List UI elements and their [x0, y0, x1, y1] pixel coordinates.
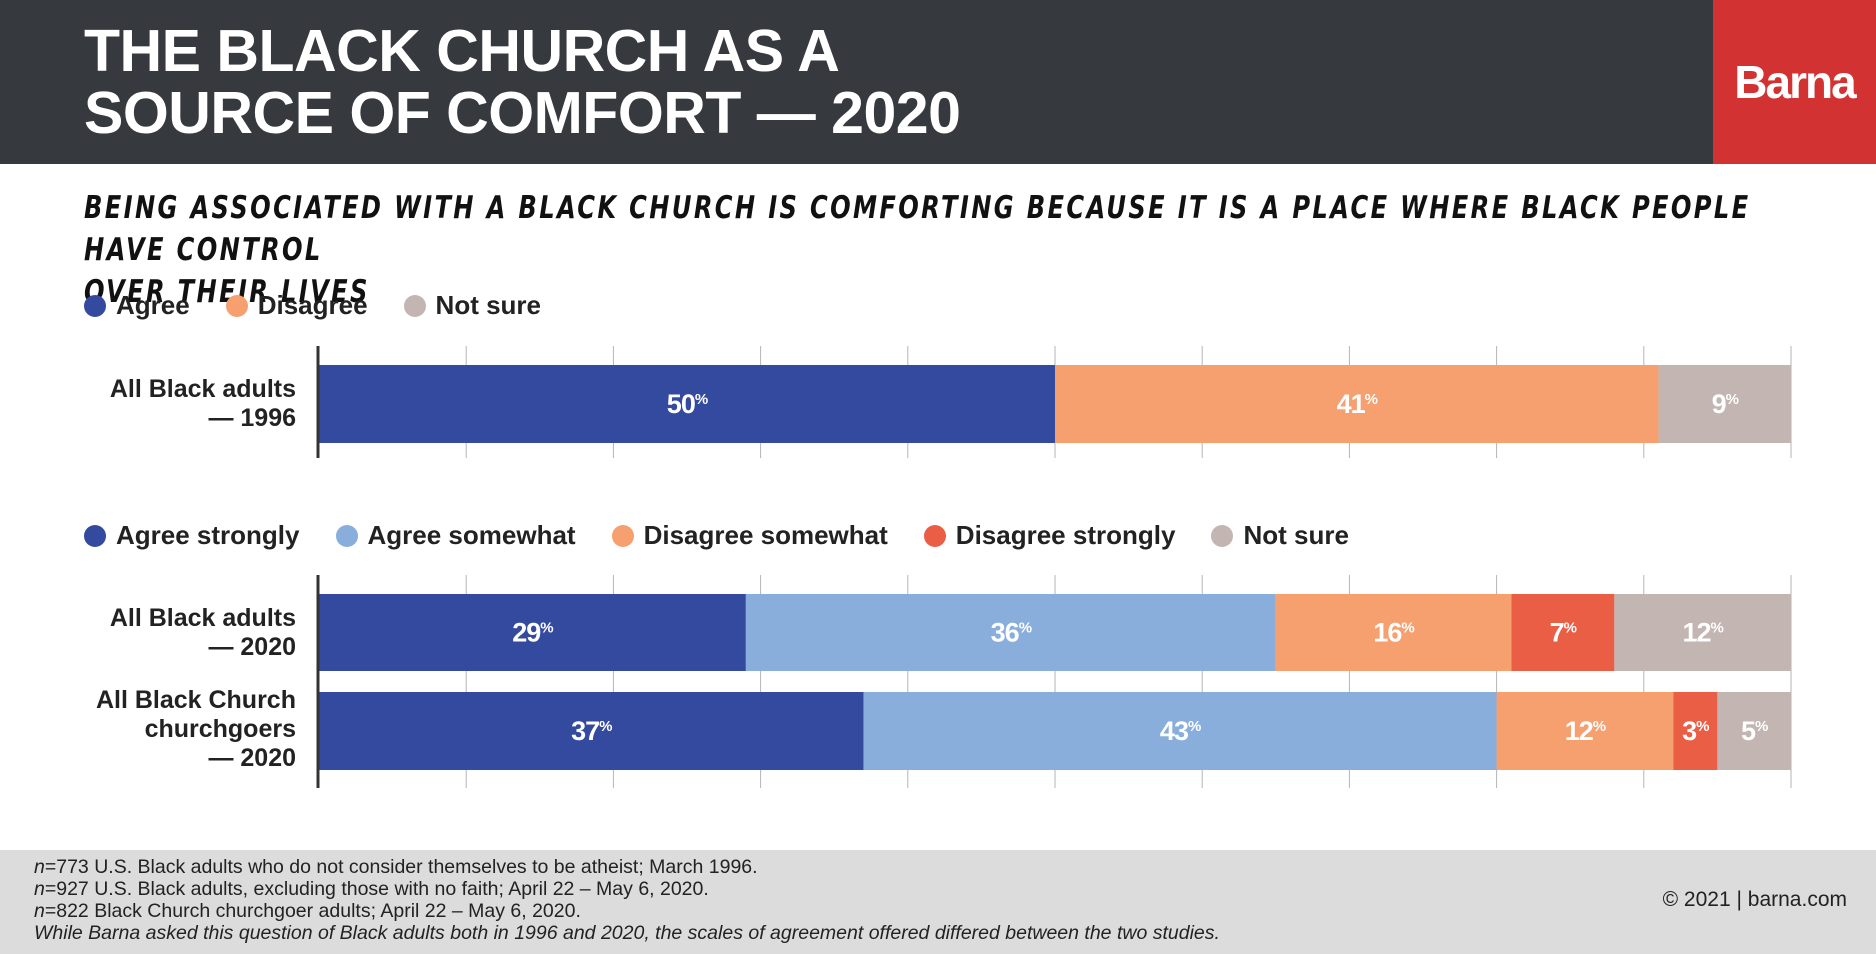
question-subtitle: BEING ASSOCIATED WITH A BLACK CHURCH IS … [84, 187, 1800, 313]
disclaimer: While Barna asked this question of Black… [34, 922, 1220, 944]
bar-segment [1614, 594, 1791, 671]
data-label: 43% [1160, 716, 1201, 746]
data-label: 12% [1682, 618, 1723, 648]
legend-1996: Agree Disagree Not sure [84, 290, 577, 321]
legend-swatch [403, 294, 426, 317]
subtitle-line-2: OVER THEIR LIVES [84, 274, 370, 310]
title-line-2: SOURCE OF COMFORT — 2020 [84, 80, 961, 146]
note-1996: n=773 U.S. Black adults who do not consi… [34, 856, 758, 878]
copyright: © 2021 | barna.com [1662, 888, 1847, 911]
subtitle-line-1: BEING ASSOCIATED WITH A BLACK CHURCH IS … [84, 190, 1751, 268]
data-label: 37% [571, 716, 612, 746]
legend-label: Not sure [1243, 520, 1349, 550]
legend-2020: Agree strongly Agree somewhat Disagree som… [84, 520, 1385, 551]
legend-item: Agree somewhat [335, 520, 576, 551]
data-label: 7% [1550, 618, 1577, 648]
data-label: 29% [512, 618, 553, 648]
bar-segment [319, 365, 1055, 443]
legend-item: Disagree strongly [923, 520, 1176, 551]
bar-segment [1717, 692, 1791, 770]
footer: n=773 U.S. Black adults who do not consi… [0, 850, 1876, 954]
legend-label: Agree strongly [116, 520, 300, 550]
legend-label: Disagree somewhat [643, 520, 888, 550]
row-label-line: — 1996 [208, 404, 296, 432]
row-label-black-adults-1996: All Black adults — 1996 [110, 375, 296, 433]
legend-swatch [923, 524, 946, 547]
legend-label: Agree somewhat [367, 520, 576, 550]
barna-logo: Barna [1713, 0, 1876, 164]
data-label: 36% [991, 618, 1032, 648]
row-label-line: — 2020 [208, 744, 296, 772]
bar-segment [1511, 594, 1615, 671]
stacked-bar-chart: 50% 41% 9% 29% 36% 16% 7% 12% 37% 43% 12% 3% 5% [316, 346, 1792, 788]
bar-segment [1673, 692, 1718, 770]
data-label: 3% [1682, 716, 1709, 746]
note-2020-churchgoers: n=822 Black Church churchgoer adults; Ap… [34, 900, 581, 922]
legend-item: Disagree [225, 290, 368, 321]
legend-item: Not sure [1211, 520, 1349, 551]
bar-segment [745, 594, 1276, 671]
legend-swatch [84, 294, 106, 317]
row-label-churchgoers-2020: All Black Church churchgoers — 2020 [96, 686, 296, 773]
sample-notes: n=773 U.S. Black adults who do not consi… [34, 856, 1220, 944]
legend-label: Not sure [435, 290, 542, 320]
bar-segment [319, 692, 864, 770]
brand-text: Barna [1734, 56, 1856, 108]
legend-swatch [335, 524, 358, 547]
data-label: 5% [1741, 716, 1768, 746]
row-label-line: All Black adults [109, 375, 296, 403]
legend-swatch [1211, 524, 1234, 547]
legend-swatch [611, 524, 634, 547]
bar-segment [1496, 692, 1674, 770]
chart-title: THE BLACK CHURCH AS A SOURCE OF COMFORT … [84, 20, 1584, 144]
row-label-line: All Black Church [95, 686, 296, 714]
title-line-1: THE BLACK CHURCH AS A [84, 18, 840, 84]
data-label: 41% [1337, 389, 1378, 419]
legend-item: Agree strongly [84, 520, 300, 551]
data-label: 9% [1712, 389, 1739, 419]
bar-segment [319, 594, 746, 671]
legend-swatch [225, 294, 248, 317]
legend-item: Disagree somewhat [611, 520, 888, 551]
data-label: 50% [667, 389, 708, 419]
row-label-line: — 2020 [208, 633, 296, 661]
bar-segment [1275, 594, 1512, 671]
bar-segment [863, 692, 1497, 770]
legend-label: Agree [116, 290, 190, 320]
header-banner: THE BLACK CHURCH AS A SOURCE OF COMFORT … [0, 0, 1876, 164]
row-label-black-adults-2020: All Black adults — 2020 [110, 604, 296, 662]
data-label: 12% [1565, 716, 1606, 746]
note-2020-adults: n=927 U.S. Black adults, excluding those… [34, 878, 709, 900]
legend-swatch [84, 524, 106, 547]
row-label-line: churchgoers [144, 715, 296, 743]
bar-segment [1658, 365, 1791, 443]
legend-item: Agree [84, 290, 190, 321]
bar-segment [1055, 365, 1659, 443]
legend-label: Disagree [257, 290, 368, 320]
legend-label: Disagree strongly [955, 520, 1176, 550]
legend-item: Not sure [403, 290, 542, 321]
data-label: 16% [1373, 618, 1414, 648]
row-label-line: All Black adults [109, 604, 296, 632]
